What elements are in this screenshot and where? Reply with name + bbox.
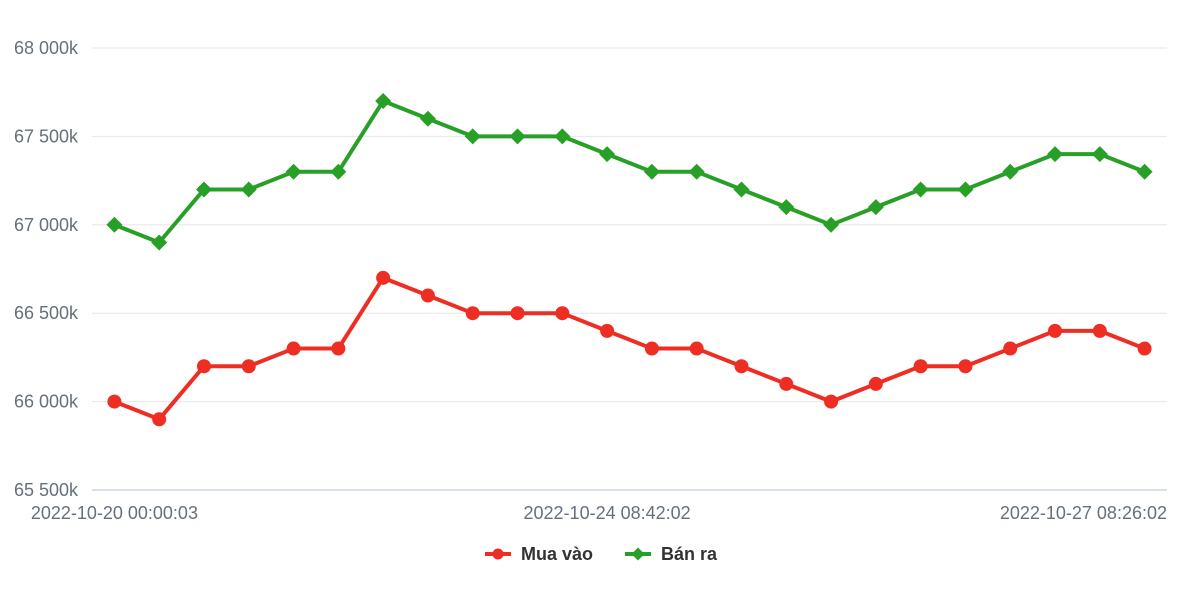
legend-marker-circle-icon — [484, 548, 511, 560]
series-line-0 — [112, 275, 1147, 422]
data-point-marker[interactable] — [1091, 146, 1108, 163]
data-point-marker[interactable] — [958, 359, 973, 374]
data-point-marker[interactable] — [509, 128, 526, 145]
data-point-marker[interactable] — [107, 394, 122, 409]
data-point-marker[interactable] — [779, 376, 794, 391]
data-point-marker[interactable] — [240, 181, 257, 198]
data-point-marker[interactable] — [555, 306, 570, 321]
data-point-marker[interactable] — [152, 412, 167, 427]
legend-point — [631, 547, 645, 561]
data-point-marker[interactable] — [1048, 323, 1063, 338]
data-point-marker[interactable] — [600, 323, 615, 338]
data-point-marker[interactable] — [196, 359, 211, 374]
data-point-marker[interactable] — [465, 306, 480, 321]
data-point-marker[interactable] — [823, 216, 840, 233]
data-point-marker[interactable] — [241, 359, 256, 374]
data-point-marker[interactable] — [375, 93, 392, 110]
legend-item-ban-ra[interactable]: Bán ra — [623, 545, 717, 563]
y-axis-tick-label: 67 000k — [14, 215, 79, 235]
data-point-marker[interactable] — [1137, 341, 1152, 356]
data-point-marker[interactable] — [733, 181, 750, 198]
x-axis-tick-label: 2022-10-20 00:00:03 — [31, 503, 198, 523]
data-point-marker[interactable] — [1092, 323, 1107, 338]
data-point-marker[interactable] — [510, 306, 525, 321]
data-point-marker[interactable] — [151, 234, 168, 251]
data-point-marker[interactable] — [554, 128, 571, 145]
data-point-marker[interactable] — [599, 146, 616, 163]
legend-marker-diamond-icon — [625, 547, 651, 561]
data-point-marker[interactable] — [1047, 146, 1064, 163]
data-point-marker[interactable] — [643, 163, 660, 180]
chart-legend: Mua vào Bán ra — [0, 545, 1200, 563]
y-axis-tick-label: 66 000k — [14, 392, 79, 412]
y-axis-tick-label: 65 500k — [14, 480, 79, 500]
x-axis-tick-label: 2022-10-24 08:42:02 — [524, 503, 691, 523]
data-point-marker[interactable] — [1003, 341, 1018, 356]
data-point-marker[interactable] — [867, 199, 884, 216]
y-axis-tick-label: 67 500k — [14, 126, 79, 146]
data-point-marker[interactable] — [420, 288, 435, 303]
y-axis-tick-label: 68 000k — [14, 38, 79, 58]
data-point-marker[interactable] — [824, 394, 839, 409]
legend-label-ban-ra: Bán ra — [661, 544, 718, 564]
data-point-marker[interactable] — [286, 341, 301, 356]
data-point-marker[interactable] — [957, 181, 974, 198]
data-point-marker[interactable] — [330, 163, 347, 180]
legend-point — [492, 548, 504, 560]
data-point-marker[interactable] — [285, 163, 302, 180]
data-point-marker[interactable] — [868, 376, 883, 391]
data-point-marker[interactable] — [734, 359, 749, 374]
data-point-marker[interactable] — [912, 181, 929, 198]
series-line-1 — [112, 99, 1147, 245]
data-point-marker[interactable] — [376, 270, 391, 285]
data-point-marker[interactable] — [419, 110, 436, 127]
data-point-marker[interactable] — [464, 128, 481, 145]
data-point-marker[interactable] — [331, 341, 346, 356]
legend-label-mua-vao: Mua vào — [520, 544, 593, 564]
x-axis-tick-label: 2022-10-27 08:26:02 — [1000, 503, 1167, 523]
data-point-marker[interactable] — [1002, 163, 1019, 180]
data-point-marker[interactable] — [106, 216, 123, 233]
data-point-marker[interactable] — [644, 341, 659, 356]
data-point-marker[interactable] — [688, 163, 705, 180]
data-point-marker[interactable] — [689, 341, 704, 356]
data-point-marker[interactable] — [913, 359, 928, 374]
y-axis-tick-label: 66 500k — [14, 303, 79, 323]
data-point-marker[interactable] — [778, 199, 795, 216]
legend-item-mua-vao[interactable]: Mua vào — [483, 545, 593, 563]
data-point-marker[interactable] — [195, 181, 212, 198]
data-point-marker[interactable] — [1136, 163, 1153, 180]
